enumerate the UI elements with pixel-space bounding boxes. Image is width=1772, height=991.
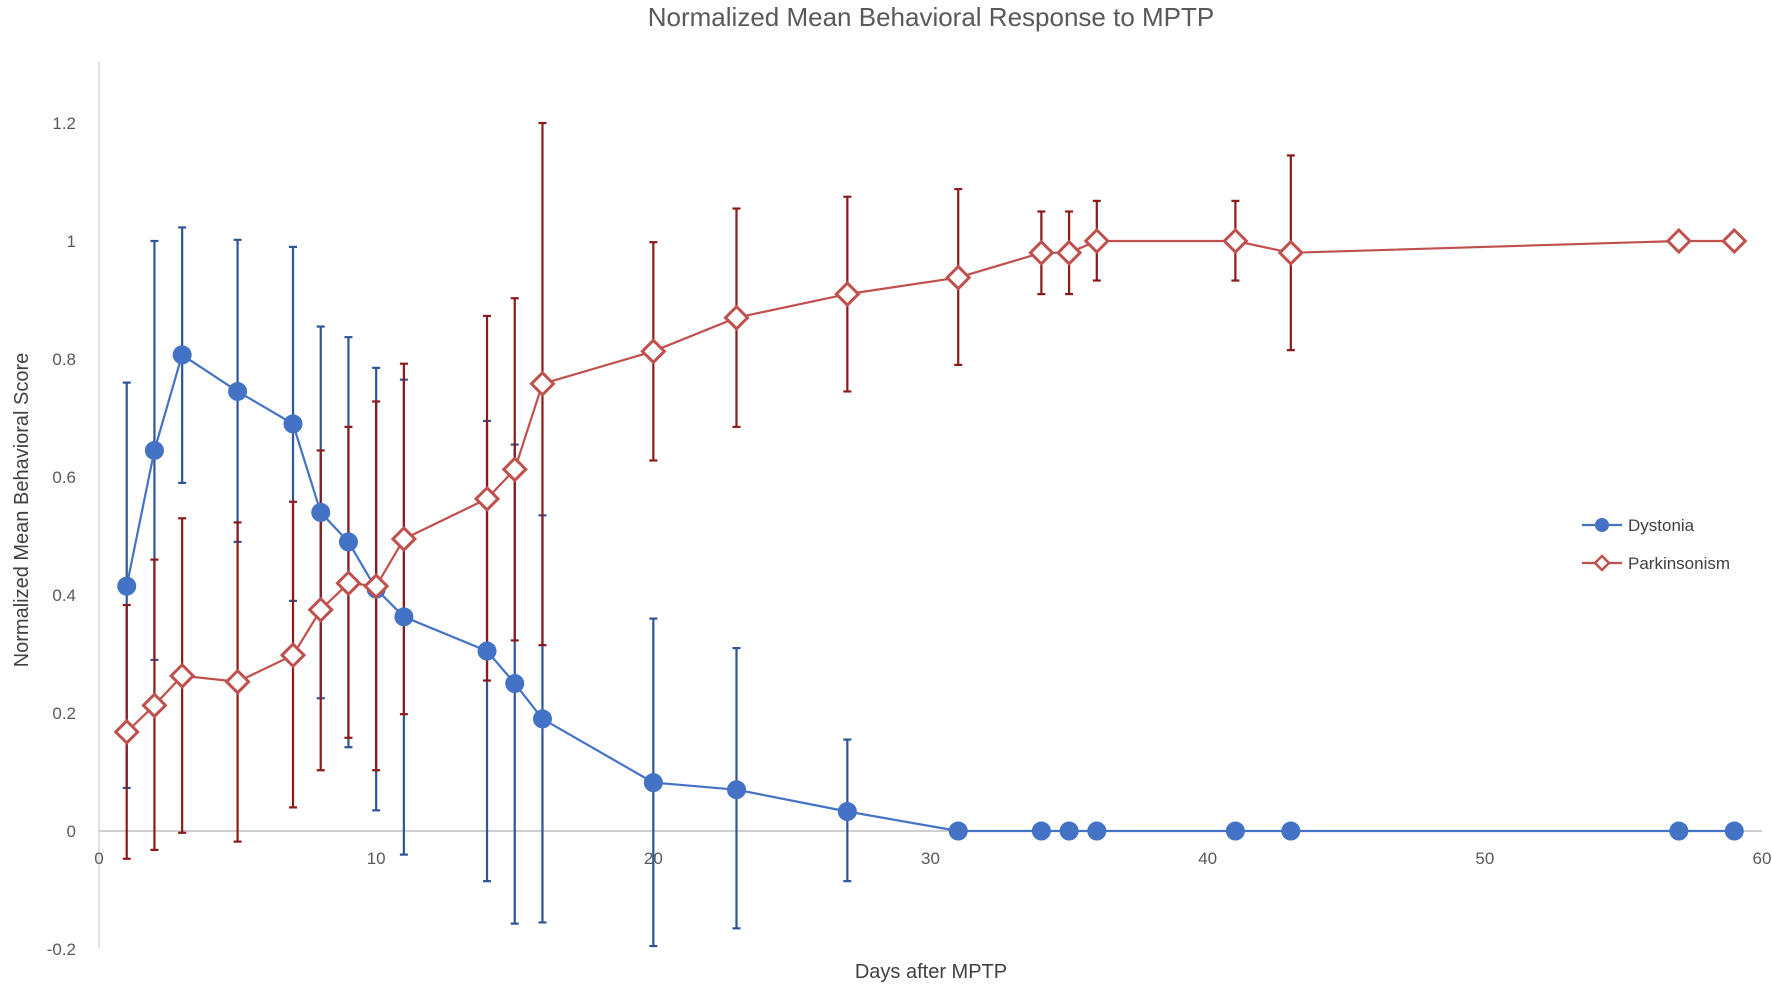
dystonia-point [837, 802, 857, 822]
dystonia-point [311, 502, 331, 522]
x-tick-label: 0 [94, 849, 103, 868]
dystonia-point [394, 607, 414, 627]
legend-item-dystonia: Dystonia [1582, 516, 1695, 535]
parkinsonism-point [945, 264, 972, 291]
y-tick-label: 1 [67, 232, 76, 251]
parkinsonism-point [1222, 227, 1249, 255]
axes: -0.200.20.40.60.811.20 10 20 30 40 50 60 [47, 62, 1772, 959]
y-tick-label: -0.2 [47, 940, 76, 959]
legend-marker-parkinsonism [1593, 554, 1611, 572]
legend: Dystonia Parkinsonism [1582, 516, 1730, 573]
legend-label-dystonia: Dystonia [1628, 516, 1695, 535]
legend-label-parkinsonism: Parkinsonism [1628, 554, 1730, 573]
x-tick-label: 30 [921, 849, 940, 868]
parkinsonism-point [1721, 227, 1748, 255]
y-tick-label: 0.2 [52, 704, 76, 723]
y-tick-label: 0.8 [52, 350, 76, 369]
parkinsonism-point [1277, 239, 1304, 266]
parkinsonism-point [141, 692, 168, 719]
legend-item-parkinsonism: Parkinsonism [1582, 554, 1730, 573]
chart-title: Normalized Mean Behavioral Response to M… [648, 2, 1214, 32]
dystonia-point [948, 821, 968, 841]
parkinsonism-point [501, 456, 528, 483]
data-markers [113, 227, 1748, 841]
dystonia-point [228, 381, 248, 401]
dystonia-point [477, 641, 497, 661]
dystonia-point [1225, 821, 1245, 841]
x-tick-label: 10 [367, 849, 386, 868]
parkinsonism-point [224, 668, 251, 695]
y-axis-label: Normalized Mean Behavioral Score [11, 353, 33, 668]
dystonia-point [726, 780, 746, 800]
dystonia-point [1281, 821, 1301, 841]
parkinsonism-point [529, 370, 556, 397]
dystonia-point [532, 709, 552, 729]
dystonia-point [505, 674, 525, 693]
dystonia-point [1031, 821, 1051, 841]
parkinsonism-point [723, 304, 750, 331]
series-lines [125, 239, 1735, 833]
dystonia-point [338, 532, 358, 552]
dystonia-point [1669, 821, 1689, 841]
parkinsonism-point [473, 485, 501, 512]
dystonia-point [1724, 821, 1744, 841]
parkinsonism-point [1055, 239, 1083, 266]
parkinsonism-point [363, 573, 390, 600]
parkinsonism-point [1665, 227, 1692, 255]
parkinsonism-point [1028, 239, 1055, 266]
parkinsonism-point [390, 525, 418, 553]
x-tick-label: 50 [1475, 849, 1494, 868]
parkinsonism-point [1083, 227, 1110, 255]
legend-marker-dystonia [1595, 518, 1609, 532]
y-tick-label: 0 [67, 822, 76, 841]
x-tick-label: 60 [1753, 849, 1772, 868]
dystonia-point [117, 576, 137, 596]
parkinsonism-point [169, 662, 196, 689]
dystonia-point [1087, 821, 1107, 841]
parkinsonism-point [113, 718, 140, 746]
parkinsonism-point [640, 338, 667, 365]
parkinsonism-point [307, 596, 334, 623]
dystonia-point [283, 414, 303, 434]
error-bars [122, 121, 1295, 948]
dystonia-point [643, 773, 663, 793]
parkinsonism-point [335, 570, 362, 597]
parkinsonism-line [125, 239, 1735, 733]
x-axis-label: Days after MPTP [855, 961, 1007, 983]
y-tick-label: 1.2 [52, 114, 76, 133]
dystonia-point [1059, 821, 1079, 841]
y-tick-label: 0.6 [52, 468, 76, 487]
parkinsonism-point [834, 280, 861, 308]
dystonia-point [144, 440, 164, 460]
dystonia-point [172, 345, 192, 365]
parkinsonism-point [279, 642, 307, 669]
y-tick-label: 0.4 [52, 586, 76, 605]
x-tick-label: 40 [1198, 849, 1217, 868]
